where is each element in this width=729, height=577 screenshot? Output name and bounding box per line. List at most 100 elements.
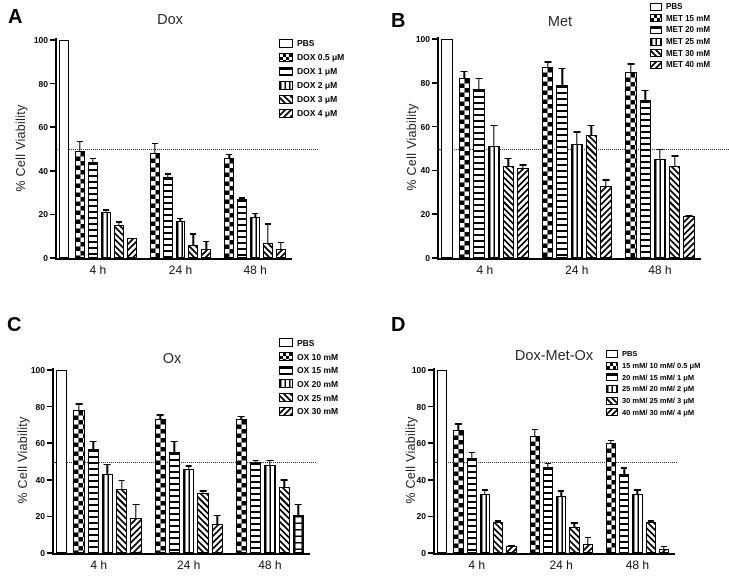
- error-bar-stem: [470, 452, 473, 459]
- y-tick-mark: [428, 552, 433, 554]
- panel-dox-met-ox: D Dox-Met-Ox % Cell Viability PBS 15 mM/ …: [364, 290, 729, 577]
- legend-label: PBS: [297, 337, 315, 348]
- y-tick-label: 80: [35, 401, 45, 412]
- bar-ox-25-mm: [278, 479, 290, 553]
- error-bar-cap: [185, 465, 192, 467]
- error-bar-stem: [179, 218, 182, 222]
- hlines-pattern-swatch: [279, 66, 293, 76]
- bar-20-mm-15-mm-1-m: [466, 451, 477, 553]
- legend-item: 15 mM/ 10 mM/ 0.5 μM: [606, 360, 700, 372]
- x-tick-label: 4 h: [468, 558, 486, 572]
- legend: PBS MET 15 mM MET 20 mM MET 25 mM MET 30 mM M…: [650, 1, 710, 71]
- bar-pbs: [59, 40, 69, 258]
- legend-item: DOX 3 μM: [279, 92, 344, 106]
- error-bar-stem: [507, 158, 510, 168]
- legend-item: OX 20 mM: [279, 377, 338, 391]
- bar-dox-1-m: [237, 197, 248, 258]
- error-bar-stem: [205, 241, 208, 251]
- y-tick-mark: [432, 82, 437, 84]
- open-pattern-swatch: [279, 338, 293, 348]
- error-bar-stem: [254, 460, 257, 463]
- legend-item: OX 30 mM: [279, 404, 338, 418]
- legend-label: MET 30 mM: [666, 48, 711, 58]
- y-tick-mark: [50, 257, 55, 259]
- error-bar-stem: [105, 209, 107, 214]
- y-tick-mark: [428, 515, 433, 518]
- error-bar-cap: [280, 479, 288, 481]
- legend-label: OX 20 mM: [297, 378, 339, 389]
- error-bar-stem: [576, 131, 578, 146]
- legend-item: OX 25 mM: [279, 391, 338, 405]
- legend-item: MET 40 mM: [650, 59, 710, 71]
- error-bar-stem: [560, 490, 562, 498]
- bar-met-25-mm: [654, 148, 666, 258]
- legend-item: MET 25 mM: [650, 36, 710, 48]
- legend-label: MET 40 mM: [666, 60, 711, 70]
- error-bar-cap: [647, 520, 654, 522]
- error-bar-stem: [463, 71, 466, 80]
- error-bar-stem: [280, 242, 282, 251]
- y-tick-label: 0: [425, 253, 430, 263]
- error-bar-stem: [629, 64, 632, 73]
- panel-dox: A Dox % Cell Viability PBS DOX 0.5 μM DOX …: [0, 0, 364, 290]
- reference-line-50: [57, 149, 318, 150]
- error-bar-cap: [151, 142, 158, 145]
- error-bar-cap: [89, 440, 97, 443]
- open-pattern-swatch: [606, 349, 618, 358]
- plot-area: 0 20 40 60 80 100 4 h 24 h 48 h: [416, 34, 729, 277]
- error-bar-cap: [671, 155, 679, 157]
- legend-label: PBS: [622, 349, 638, 359]
- error-bar-stem: [79, 141, 81, 153]
- y-tick-label: 60: [420, 121, 430, 132]
- y-tick-label: 100: [411, 365, 426, 375]
- error-bar-cap: [132, 503, 140, 506]
- bar-40-mm-30-mm-4-m: [658, 545, 669, 553]
- bar-pbs: [437, 370, 448, 553]
- bar-ox-20-mm: [264, 459, 276, 553]
- bar-30-mm-25-mm-3-m: [645, 520, 656, 553]
- error-bar-cap: [558, 67, 566, 70]
- bar-ox-20-mm: [101, 463, 113, 553]
- y-axis: [437, 37, 439, 260]
- open-pattern-swatch: [279, 38, 293, 48]
- bar-ox-30-mm: [292, 503, 304, 553]
- legend-label: PBS: [666, 2, 683, 12]
- hlines-pattern-swatch: [606, 373, 618, 382]
- bar-dox-2-m: [250, 212, 261, 258]
- bar-ox-20-mm: [183, 465, 195, 553]
- y-tick-mark: [50, 82, 55, 85]
- y-tick-mark: [47, 369, 52, 371]
- legend-label: OX 15 mM: [297, 365, 339, 376]
- x-axis: [433, 553, 675, 555]
- checker-pattern-swatch: [279, 352, 293, 362]
- diag-back-pattern-swatch: [650, 49, 662, 58]
- bar-met-30-mm: [502, 157, 515, 258]
- bar-25-mm-20-mm-2-m: [556, 490, 567, 553]
- y-tick-label: 20: [420, 209, 430, 220]
- bar-ox-10-mm: [73, 403, 85, 553]
- x-tick-label: 4 h: [90, 558, 108, 572]
- legend-item: 30 mM/ 25 mM/ 3 μM: [606, 395, 700, 407]
- error-bar-stem: [610, 440, 612, 445]
- bar-ox-15-mm: [250, 459, 262, 553]
- bar-15-mm-10-mm-0-5-m: [605, 439, 616, 553]
- error-bar-cap: [190, 233, 197, 235]
- bar-ox-15-mm: [87, 440, 99, 553]
- error-bar-cap: [226, 153, 233, 156]
- vlines-pattern-swatch: [279, 379, 293, 389]
- chart-title: Dox-Met-Ox: [514, 348, 594, 364]
- x-axis: [437, 258, 701, 260]
- error-bar-stem: [586, 537, 589, 545]
- x-tick-label: 24 h: [549, 558, 573, 572]
- y-tick-label: 40: [38, 165, 48, 176]
- x-tick-label: 48 h: [648, 263, 672, 277]
- error-bar-cap: [504, 157, 512, 159]
- y-tick-mark: [47, 479, 52, 481]
- legend-label: PBS: [297, 38, 315, 48]
- error-bar-stem: [457, 424, 460, 432]
- legend-item: 25 mM/ 20 mM/ 2 μM: [606, 383, 700, 395]
- legend-item: OX 10 mM: [279, 350, 338, 364]
- error-bar-cap: [171, 440, 178, 443]
- bar-ox-10-mm: [154, 414, 166, 553]
- chart-title: Ox: [162, 351, 182, 367]
